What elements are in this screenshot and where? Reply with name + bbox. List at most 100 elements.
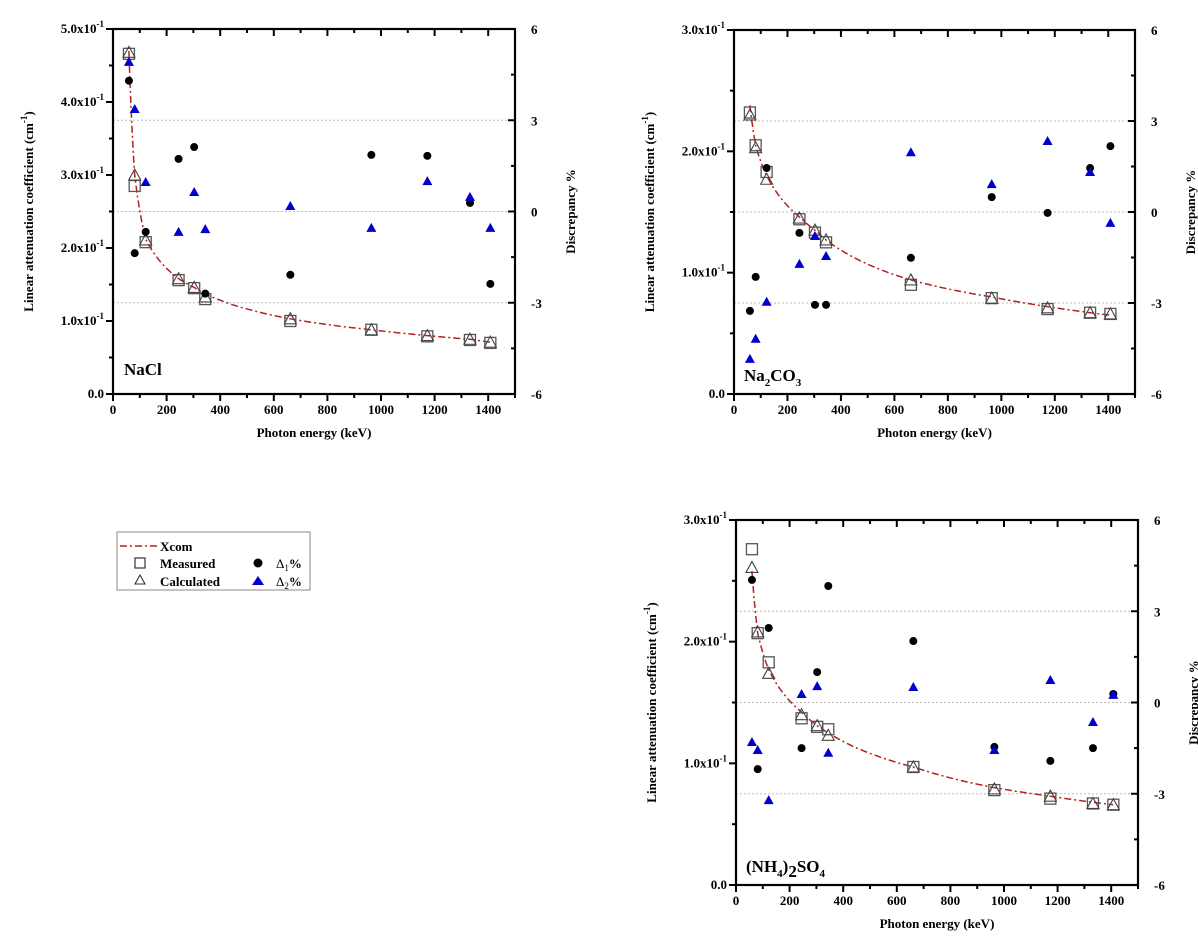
material-label-mid2: 2 [788,862,797,881]
y-tick-exp: -1 [97,165,105,175]
delta1-point [747,575,756,584]
x-tick-label: 1400 [475,402,501,417]
delta2-point [908,681,919,691]
y-tick-base: 2.0x10 [684,634,720,649]
xcom-curve [749,105,1111,316]
delta1-point [764,623,773,632]
y-tick-base: 0.0 [709,386,725,401]
delta2-point [1108,689,1119,699]
delta2-point [812,681,823,691]
delta1-point [822,300,831,309]
delta1-point [824,582,833,591]
x-tick-label: 400 [833,893,853,908]
x-tick-label: 800 [941,893,961,908]
xcom-curve [128,50,491,343]
delta1-point [813,668,822,677]
y2-tick-label: 0 [1151,205,1158,220]
delta2-point [796,688,807,698]
delta2-point [750,333,761,343]
x-tick-label: 0 [731,402,738,417]
y2-tick-label: -3 [1154,787,1165,802]
measured-point [751,627,764,640]
legend-delta1-marker [253,558,263,568]
calculated-point [138,232,153,246]
x-tick-label: 600 [887,893,907,908]
delta2-point [422,176,433,186]
legend-measured-marker [134,557,146,569]
delta1-point [201,289,210,298]
delta2-point [129,103,140,113]
delta1-point [797,744,806,753]
y-tick-base: 3.0x10 [684,512,720,527]
calculated-point [171,271,186,285]
material-label-sub: 2 [765,377,771,389]
delta2-point [763,795,774,805]
calculated-point [283,311,298,325]
y2-tick-label: 3 [1151,114,1158,129]
y-tick-exp: -1 [718,141,726,151]
y-tick-exp: -1 [97,311,105,321]
calculated-point [742,107,757,121]
y-tick-label: 1.0x10-1 [61,311,105,328]
y-tick-label: 0.0 [709,386,725,401]
y2-tick-label: 6 [1151,23,1158,38]
y2-axis-label: Discrepancy % [563,169,578,254]
y-tick-exp: -1 [97,92,105,102]
calculated-point [750,624,765,638]
y-tick-label: 2.0x10-1 [684,632,728,649]
x-tick-label: 200 [780,893,800,908]
measured-point [128,179,141,193]
delta2-point [1087,716,1098,726]
measured-point [284,314,297,328]
delta1-point [486,279,495,288]
material-label-main: NaCl [124,360,162,379]
y-tick-exp: -1 [720,510,728,520]
y-tick-label: 5.0x10-1 [61,19,105,36]
delta2-point [189,187,200,197]
measured-point [988,783,1001,797]
delta2-point [366,222,377,232]
delta1-point [762,164,771,173]
y-axis-label: Linear attenuation coefficient (cm-1) [19,111,36,311]
y-tick-base: 3.0x10 [61,167,97,182]
material-label-main: Na [744,366,765,385]
delta2-point [1045,674,1056,684]
calculated-point [748,140,763,154]
material-label-mid: ) [783,857,789,876]
legend-calculated-label: Calculated [160,574,221,589]
x-tick-label: 400 [831,402,851,417]
x-tick-label: 1000 [991,893,1017,908]
calculated-point [906,759,921,773]
y-tick-label: 4.0x10-1 [61,92,105,109]
delta1-point [130,249,139,258]
delta2-point [1105,217,1116,227]
measured-point [172,273,185,287]
calculated-point [761,666,776,679]
y-tick-label: 3.0x10-1 [682,20,726,37]
measured-point [819,236,833,249]
delta1-point [1106,142,1115,151]
y-tick-base: 0.0 [711,877,727,892]
delta2-point [746,737,757,747]
y2-tick-label: 6 [531,22,538,37]
measured-point [1044,792,1057,805]
y2-tick-label: -3 [531,296,542,311]
y-tick-label: 2.0x10-1 [682,141,726,158]
delta2-point [821,250,832,260]
delta2-point [1042,136,1053,146]
calculated-point [364,322,379,336]
y2-axis-label: Discrepancy % [1186,660,1198,745]
y2-tick-label: -6 [1151,387,1162,402]
delta2-point [285,201,296,211]
y-axis-label-close: ) [642,112,657,116]
y-tick-label: 1.0x10-1 [682,263,726,280]
y-tick-base: 1.0x10 [684,755,720,770]
y-tick-label: 0.0 [88,386,104,401]
x-tick-label: 1000 [368,402,394,417]
y-tick-label: 0.0 [711,877,727,892]
x-tick-label: 1400 [1095,402,1121,417]
calculated-point [1040,300,1055,314]
calculated-point [819,232,833,246]
y-tick-exp: -1 [97,238,105,248]
delta1-point [124,76,133,85]
